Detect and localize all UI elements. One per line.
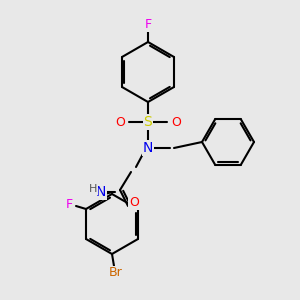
Text: Br: Br	[109, 266, 123, 280]
Text: F: F	[65, 199, 73, 212]
Text: N: N	[143, 141, 153, 155]
Text: H: H	[89, 184, 97, 194]
Text: S: S	[144, 115, 152, 129]
Text: O: O	[129, 196, 139, 209]
Text: O: O	[171, 116, 181, 128]
Text: O: O	[115, 116, 125, 128]
Text: F: F	[144, 19, 152, 32]
Text: N: N	[96, 185, 106, 199]
